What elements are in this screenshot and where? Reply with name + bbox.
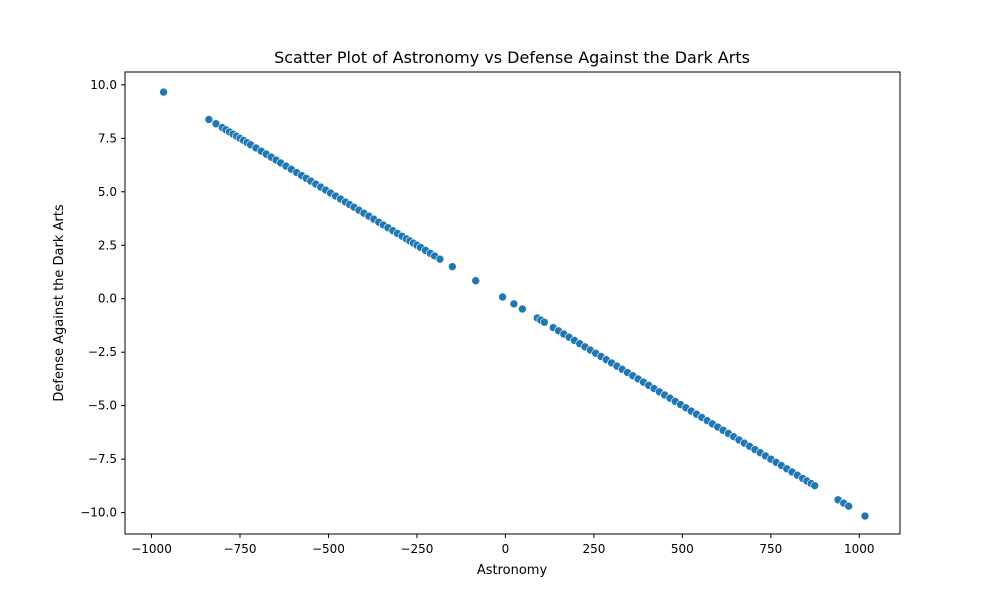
y-tick-label: −5.0 <box>88 399 117 413</box>
data-point <box>204 115 214 124</box>
x-tick-label: −500 <box>312 542 345 556</box>
data-point <box>471 276 480 286</box>
x-tick-label: −1000 <box>131 542 172 556</box>
data-point <box>448 262 457 271</box>
y-tick-label: −7.5 <box>88 452 117 466</box>
x-tick-label: 1000 <box>844 542 875 556</box>
data-point <box>844 501 853 511</box>
data-point <box>211 119 221 129</box>
y-axis-label: Defense Against the Dark Arts <box>52 204 67 401</box>
data-point <box>509 299 519 309</box>
x-tick-label: −750 <box>224 542 257 556</box>
y-tick-label: −10.0 <box>80 506 117 520</box>
x-tick-label: 500 <box>671 542 694 556</box>
y-tick-label: 7.5 <box>98 131 117 145</box>
plot-area-frame <box>124 71 901 535</box>
data-point <box>498 292 507 302</box>
chart-title: Scatter Plot of Astronomy vs Defense Aga… <box>274 48 750 67</box>
x-tick-label: −250 <box>400 542 433 556</box>
y-tick-label: −2.5 <box>88 345 117 359</box>
y-tick-label: 2.5 <box>98 238 117 252</box>
x-tick-label: 0 <box>502 542 510 556</box>
data-point <box>159 87 168 97</box>
data-point <box>435 254 445 264</box>
ticks-layer: −1000 −750 −500 −250 0 250 500 750 1000 −10.0 −7.5… <box>80 78 874 556</box>
y-tick-label: 10.0 <box>90 78 117 92</box>
y-tick-label: 0.0 <box>98 292 117 306</box>
data-point <box>860 511 870 521</box>
data-point <box>518 304 527 314</box>
data-point <box>810 481 820 490</box>
x-axis-label: Astronomy <box>477 563 548 578</box>
y-tick-label: 5.0 <box>98 185 117 199</box>
x-tick-label: 750 <box>759 542 782 556</box>
data-point <box>540 317 549 327</box>
points-layer <box>159 87 870 521</box>
x-tick-label: 250 <box>582 542 605 556</box>
